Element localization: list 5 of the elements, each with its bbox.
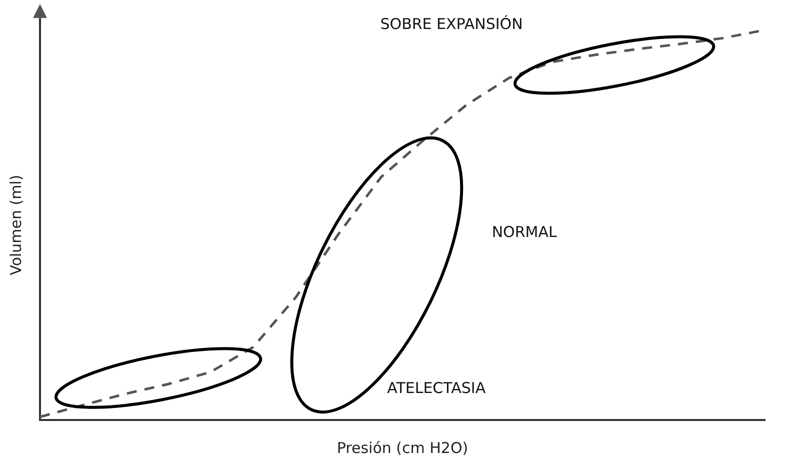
annotation: SOBRE EXPANSIÓN [380,15,523,33]
x-axis-title: Presión (cm H2O) [336,438,468,457]
annotation: NORMAL [492,223,557,241]
y-axis-title: Volumen (ml) [6,174,25,276]
annotation: ATELECTASIA [387,379,486,397]
